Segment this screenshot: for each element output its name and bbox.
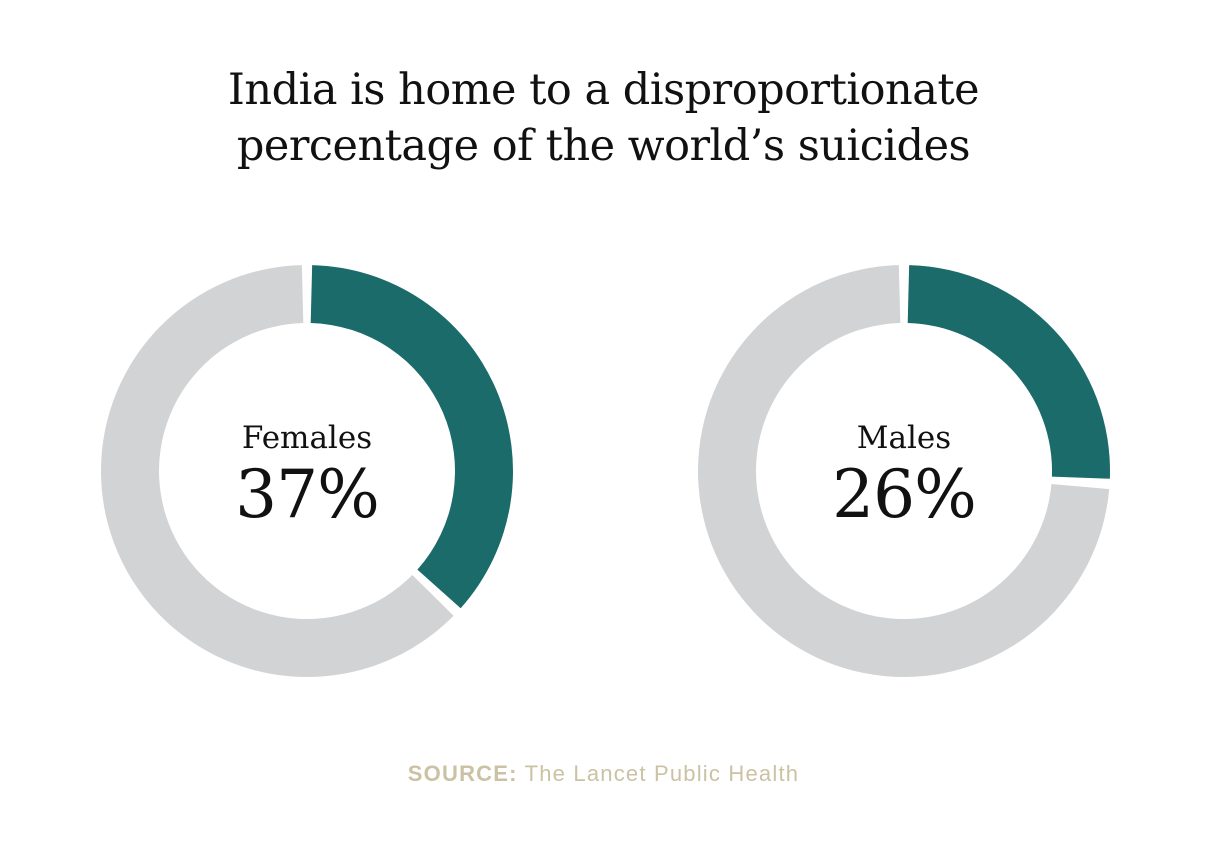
title-line-2: percentage of the world’s suicides	[236, 121, 971, 171]
females-track-arc	[101, 265, 454, 677]
title-highlight-text: disproportionate	[622, 65, 980, 115]
males-value: 26%	[832, 456, 977, 533]
females-donut-label: Females 37%	[157, 419, 457, 533]
females-label: Females	[241, 420, 373, 456]
title-line-1: India is home to a disproportionate	[0, 62, 1207, 118]
males-value-arc	[907, 265, 1110, 479]
title-line-1-text: India is home to a	[227, 65, 623, 115]
males-donut-label: Males 26%	[754, 419, 1054, 533]
chart-title: India is home to a disproportionate perc…	[0, 62, 1207, 174]
source-label: SOURCE:	[407, 761, 518, 786]
males-label: Males	[856, 420, 952, 456]
title-highlight: disproportionate	[610, 62, 980, 118]
source-note: SOURCE: The Lancet Public Health	[0, 761, 1207, 787]
females-value-arc	[310, 265, 514, 609]
females-value: 37%	[235, 456, 380, 533]
source-text: The Lancet Public Health	[524, 761, 800, 786]
